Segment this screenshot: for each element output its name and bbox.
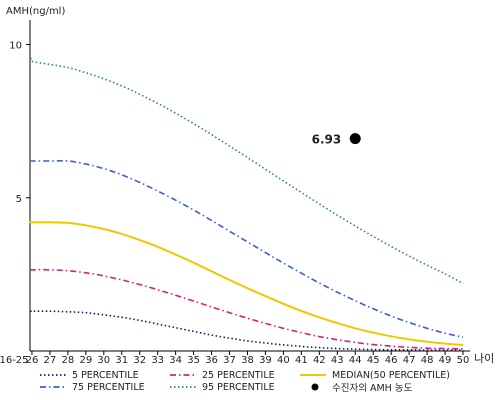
legend-label-5: 95 PERCENTILE [202, 382, 275, 393]
legend-point-label: 수진자의 AMH 농도 [332, 383, 413, 394]
x-tick-label: 26 [26, 355, 39, 366]
x-tick-label: 27 [44, 355, 57, 366]
x-tick-label: 33 [151, 355, 164, 366]
x-tick-label: 30 [97, 355, 110, 366]
y-tick-label: 10 [9, 41, 22, 52]
highlight-points: 6.93 [312, 133, 361, 147]
x-tick-label: 34 [169, 355, 182, 366]
x-tick-label: 16-25 [0, 355, 29, 366]
legend-label-1: 5 PERCENTILE [72, 370, 139, 381]
x-tick-label: 32 [133, 355, 146, 366]
series-line-3 [29, 159, 464, 338]
legend-label-3: 75 PERCENTILE [72, 382, 145, 393]
x-tick-label: 47 [403, 355, 416, 366]
patient-amh-point [349, 133, 361, 145]
patient-amh-value: 6.93 [312, 133, 342, 147]
x-tick-label: 44 [349, 355, 362, 366]
x-tick-label: 46 [385, 355, 398, 366]
series-line-2 [29, 268, 464, 350]
legend-label-4: MEDIAN(50 PERCENTILE) [332, 370, 450, 381]
y-tick-label: 5 [16, 194, 22, 205]
x-tick-label: 48 [421, 355, 434, 366]
x-tick-label: 50 [457, 355, 470, 366]
legend-point-marker [311, 383, 319, 391]
y-ticks: 10 5 [9, 41, 30, 205]
x-tick-label: 28 [62, 355, 75, 366]
x-tick-label: 45 [367, 355, 380, 366]
series-lines [29, 58, 464, 351]
x-tick-label: 43 [331, 355, 344, 366]
x-tick-label: 37 [223, 355, 236, 366]
x-tick-label: 29 [79, 355, 92, 366]
x-tick-label: 40 [277, 355, 290, 366]
y-axis-title: AMH(ng/ml) [6, 6, 65, 17]
x-tick-label: 41 [295, 355, 308, 366]
x-tick-label: 42 [313, 355, 326, 366]
x-tick-label: 39 [259, 355, 272, 366]
x-tick-label: 49 [439, 355, 452, 366]
legend: 5 PERCENTILE 25 PERCENTILE MEDIAN(50 PERCE… [40, 370, 450, 394]
series-line-1 [29, 310, 463, 351]
series-line-5 [29, 58, 464, 285]
series-line-4 [29, 221, 464, 346]
x-axis-title: 나이 [474, 352, 494, 365]
legend-label-2: 25 PERCENTILE [202, 370, 275, 381]
x-tick-label: 36 [205, 355, 218, 366]
x-tick-label: 35 [187, 355, 200, 366]
x-tick-label: 38 [241, 355, 254, 366]
x-tick-label: 31 [115, 355, 128, 366]
